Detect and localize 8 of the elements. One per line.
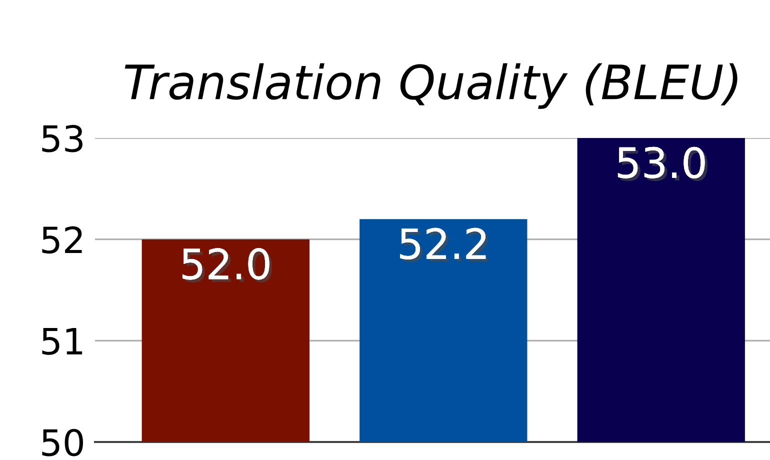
data-label: 53.0 xyxy=(618,146,708,182)
chart-title: Translation Quality (BLEU) xyxy=(124,63,738,109)
y-tick-label: 53 xyxy=(42,124,82,152)
data-label: 52.2 xyxy=(400,228,488,262)
data-label: 52.0 xyxy=(182,248,272,282)
y-tick-label: 51 xyxy=(42,328,82,355)
y-tick-label: 50 xyxy=(42,428,83,456)
y-tick-label: 52 xyxy=(42,226,82,254)
